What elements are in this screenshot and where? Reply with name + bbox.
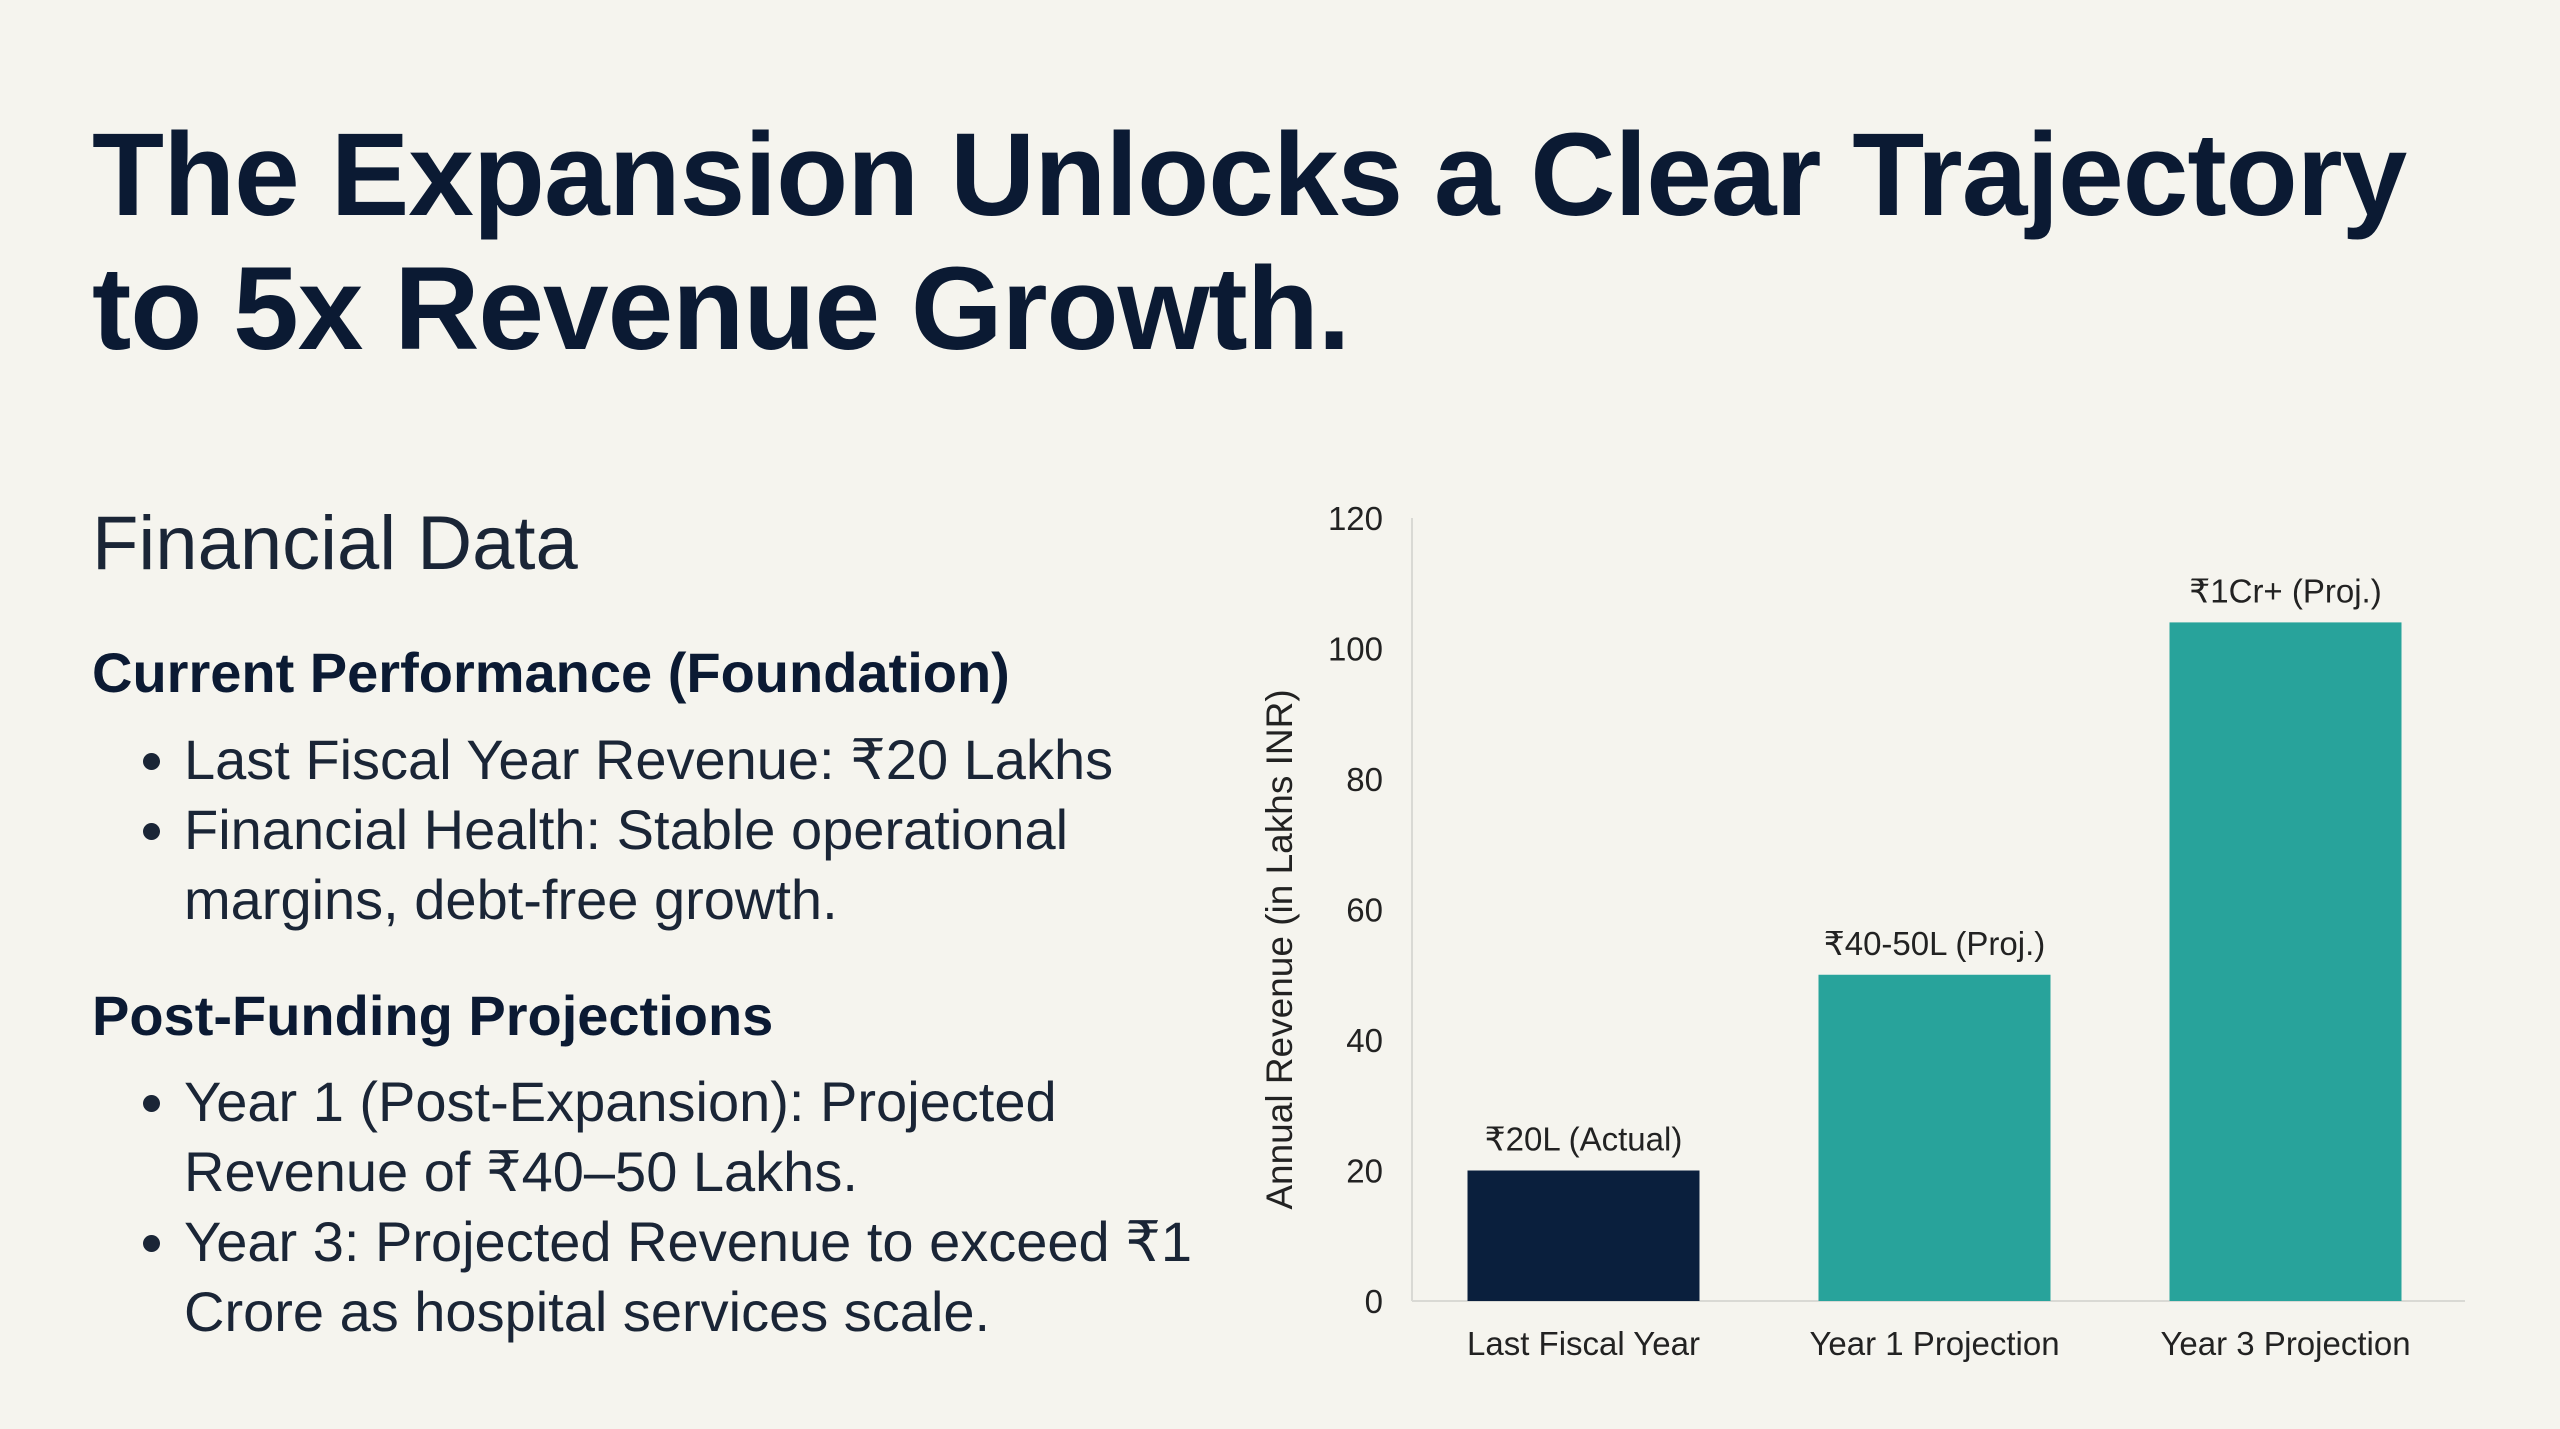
list-item: Financial Health: Stable operational mar…	[184, 795, 1234, 935]
list-item: Last Fiscal Year Revenue: ₹20 Lakhs	[184, 725, 1234, 795]
y-axis-label: Annual Revenue (in Lakhs INR)	[1259, 689, 1300, 1209]
x-tick-label: Year 1 Projection	[1809, 1325, 2059, 1362]
y-tick-label: 60	[1346, 892, 1383, 929]
projections-list: Year 1 (Post-Expansion): Projected Reven…	[140, 1067, 1234, 1347]
y-tick-label: 0	[1365, 1283, 1383, 1320]
list-item: Year 1 (Post-Expansion): Projected Reven…	[184, 1067, 1234, 1207]
y-tick-label: 80	[1346, 761, 1383, 798]
x-tick-label: Year 3 Projection	[2160, 1325, 2410, 1362]
current-performance-list: Last Fiscal Year Revenue: ₹20 Lakhs Fina…	[140, 725, 1234, 935]
data-label: ₹40-50L (Proj.)	[1824, 925, 2046, 962]
section-title: Financial Data	[92, 501, 578, 586]
y-tick-label: 120	[1328, 500, 1383, 537]
list-item: Year 3: Projected Revenue to exceed ₹1 C…	[184, 1207, 1234, 1347]
y-tick-label: 40	[1346, 1022, 1383, 1059]
current-performance-heading: Current Performance (Foundation)	[92, 641, 1010, 704]
data-label: ₹20L (Actual)	[1485, 1121, 1683, 1158]
x-tick-label: Last Fiscal Year	[1467, 1325, 1700, 1362]
projections-heading: Post-Funding Projections	[92, 984, 774, 1047]
bar	[1467, 1170, 1700, 1301]
data-label: ₹1Cr+ (Proj.)	[2189, 572, 2381, 609]
y-tick-label: 100	[1328, 631, 1383, 668]
bar	[1818, 974, 2051, 1301]
slide-title: The Expansion Unlocks a Clear Trajectory…	[92, 109, 2407, 375]
bar	[2169, 622, 2402, 1301]
y-tick-label: 20	[1346, 1153, 1383, 1190]
